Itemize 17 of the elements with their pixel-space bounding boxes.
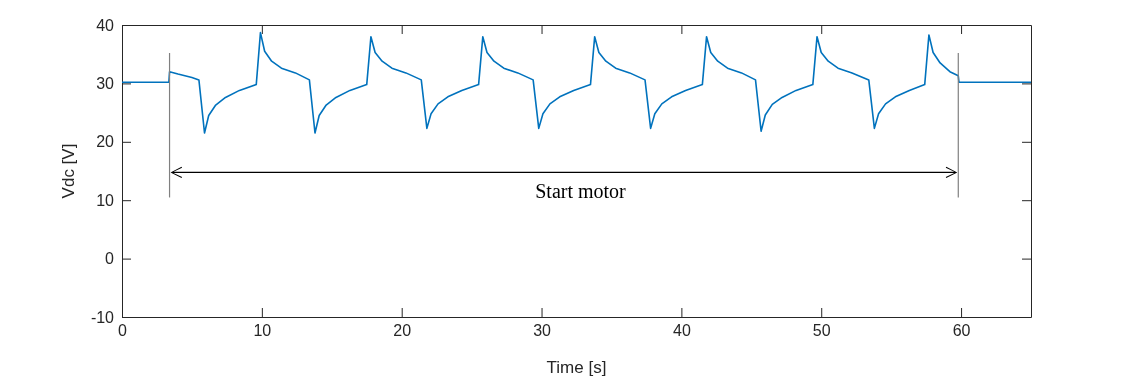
y-tick-label: 0 bbox=[105, 250, 115, 268]
y-tick-label: 10 bbox=[96, 191, 115, 209]
y-tick-label: 20 bbox=[96, 133, 115, 151]
x-axis-title: Time [s] bbox=[546, 358, 607, 377]
x-tick-label: 0 bbox=[118, 322, 128, 340]
y-tick-label: 40 bbox=[96, 16, 115, 34]
annotation: Start motor bbox=[535, 180, 627, 203]
y-tick-label: -10 bbox=[90, 308, 115, 326]
x-tick-label: 30 bbox=[533, 322, 552, 340]
x-tick-label: 40 bbox=[672, 322, 691, 340]
x-tick-label: 60 bbox=[952, 322, 971, 340]
y-tick-label: 30 bbox=[96, 75, 115, 93]
y-axis-title: Vdc [V] bbox=[59, 143, 78, 199]
x-tick-label: 20 bbox=[393, 322, 412, 340]
x-tick-label: 50 bbox=[812, 322, 831, 340]
x-tick-label: 10 bbox=[253, 322, 272, 340]
line-series bbox=[121, 31, 1032, 134]
